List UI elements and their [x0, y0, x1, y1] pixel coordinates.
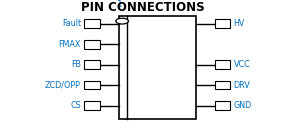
- Bar: [214, 81, 230, 89]
- Text: DRV: DRV: [234, 81, 251, 90]
- Text: 1: 1: [117, 0, 122, 9]
- Text: FMAX: FMAX: [59, 40, 81, 49]
- Bar: [214, 101, 230, 110]
- Text: GND: GND: [234, 101, 252, 110]
- Text: FB: FB: [71, 60, 81, 69]
- Bar: [119, 16, 196, 119]
- Text: ZCD/OPP: ZCD/OPP: [45, 81, 81, 90]
- Bar: [84, 81, 100, 89]
- Bar: [84, 101, 100, 110]
- Bar: [84, 60, 100, 69]
- Text: VCC: VCC: [234, 60, 251, 69]
- Circle shape: [116, 18, 128, 24]
- Bar: [84, 19, 100, 28]
- Bar: [214, 60, 230, 69]
- Text: CS: CS: [70, 101, 81, 110]
- Text: HV: HV: [234, 19, 245, 28]
- Text: PIN CONNECTIONS: PIN CONNECTIONS: [81, 1, 205, 14]
- Bar: [214, 19, 230, 28]
- Bar: [84, 40, 100, 49]
- Text: Fault: Fault: [62, 19, 81, 28]
